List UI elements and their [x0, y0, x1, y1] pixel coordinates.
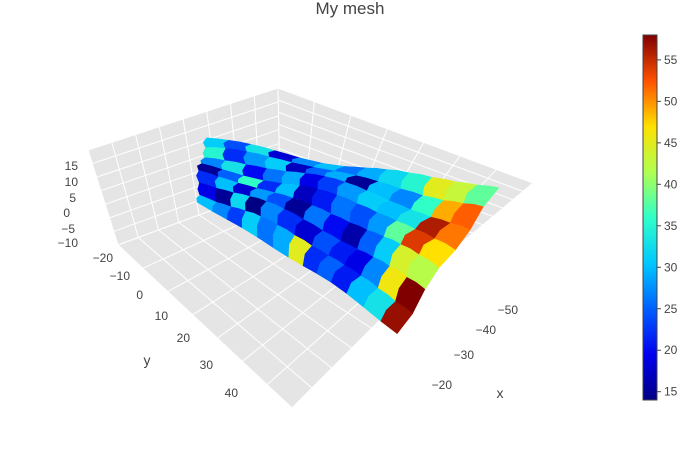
mesh-patch: [380, 301, 413, 335]
z-tick-label: −10: [58, 236, 79, 250]
grid-line-left-v: [111, 142, 139, 238]
z-tick-label: 0: [63, 206, 70, 220]
x-axis-title: x: [497, 385, 504, 401]
y-tick-label: 30: [200, 358, 214, 372]
colorbar-tick-label: 15: [664, 385, 678, 399]
z-tick-label: 15: [65, 159, 79, 173]
y-tick-label: −10: [110, 269, 131, 283]
mesh-surface: [196, 137, 500, 335]
grid-line-floor-b: [158, 229, 333, 369]
y-tick-label: −20: [93, 251, 114, 265]
grid-line-left-v: [158, 126, 180, 223]
z-tick-label: 5: [69, 191, 76, 205]
grid-line-left-v: [135, 134, 159, 231]
grid-line-right-h: [278, 99, 524, 192]
grid-line-floor-b: [198, 214, 373, 330]
y-axis-title: y: [144, 352, 151, 368]
colorbar-tick-label: 55: [664, 53, 678, 67]
grid-line-floor-b: [178, 222, 353, 350]
x-tick-label: −40: [476, 323, 497, 337]
colorbar-tick-label: 20: [664, 343, 678, 357]
grid-line-left-v: [182, 118, 200, 216]
colorbar-tick-label: 50: [664, 94, 678, 108]
x-tick-label: −30: [454, 348, 475, 362]
colorbar-bar: [642, 34, 658, 401]
y-tick-label: 20: [177, 331, 191, 345]
x-tick-label: −50: [498, 303, 519, 317]
chart-title: My mesh: [316, 0, 385, 18]
colorbar-tick-label: 45: [664, 136, 678, 150]
z-tick-label: 10: [65, 175, 79, 189]
y-tick-label: 10: [155, 309, 169, 323]
y-tick-label: 0: [136, 288, 143, 302]
colorbar-tick-label: 40: [664, 177, 678, 191]
colorbar-tick-label: 35: [664, 219, 678, 233]
colorbar-ticks: 15 20 25 30 35 40 45 50 55: [657, 53, 678, 399]
y-tick-label: 40: [225, 386, 239, 400]
colorbar: 15 20 25 30 35 40 45 50 55: [642, 34, 678, 401]
z-tick-label: −5: [61, 222, 75, 236]
x-tick-label: −20: [432, 378, 453, 392]
grid-line-floor-b: [137, 237, 313, 389]
colorbar-tick-label: 30: [664, 260, 678, 274]
colorbar-tick-label: 25: [664, 302, 678, 316]
